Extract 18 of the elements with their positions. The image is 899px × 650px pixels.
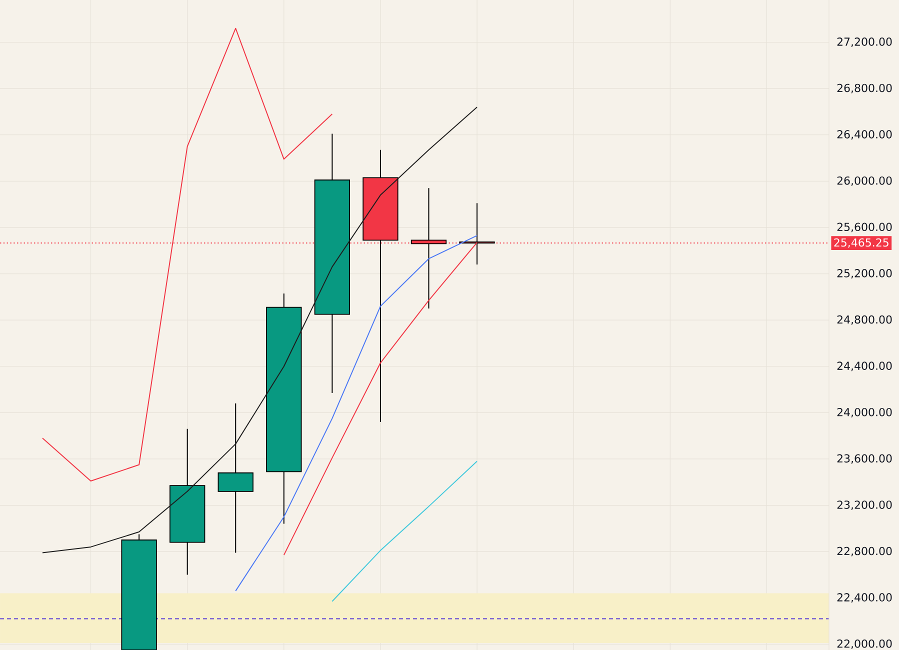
- y-tick-label: 23,600.00: [837, 454, 892, 464]
- y-tick-label: 24,400.00: [837, 362, 892, 372]
- y-tick-label: 24,000.00: [837, 408, 892, 418]
- y-tick-label: 26,000.00: [837, 176, 892, 186]
- ref-line-label: 25,465.25: [834, 238, 888, 248]
- y-tick-label: 22,800.00: [837, 546, 892, 556]
- line-series: [332, 460, 478, 602]
- y-tick-label: 22,400.00: [837, 593, 892, 603]
- y-tick-label: 26,800.00: [837, 84, 892, 94]
- y-tick-label: 27,200.00: [837, 38, 892, 47]
- y-tick-label: 22,000.00: [837, 639, 892, 649]
- y-tick-label: 26,400.00: [837, 130, 892, 140]
- line-series: [42, 106, 478, 554]
- line-series: [235, 235, 478, 592]
- y-tick-label: 23,200.00: [837, 500, 892, 510]
- y-tick-label: 25,600.00: [837, 222, 892, 232]
- y-tick-label: 24,800.00: [837, 315, 892, 325]
- y-tick-label: 25,200.00: [837, 269, 892, 278]
